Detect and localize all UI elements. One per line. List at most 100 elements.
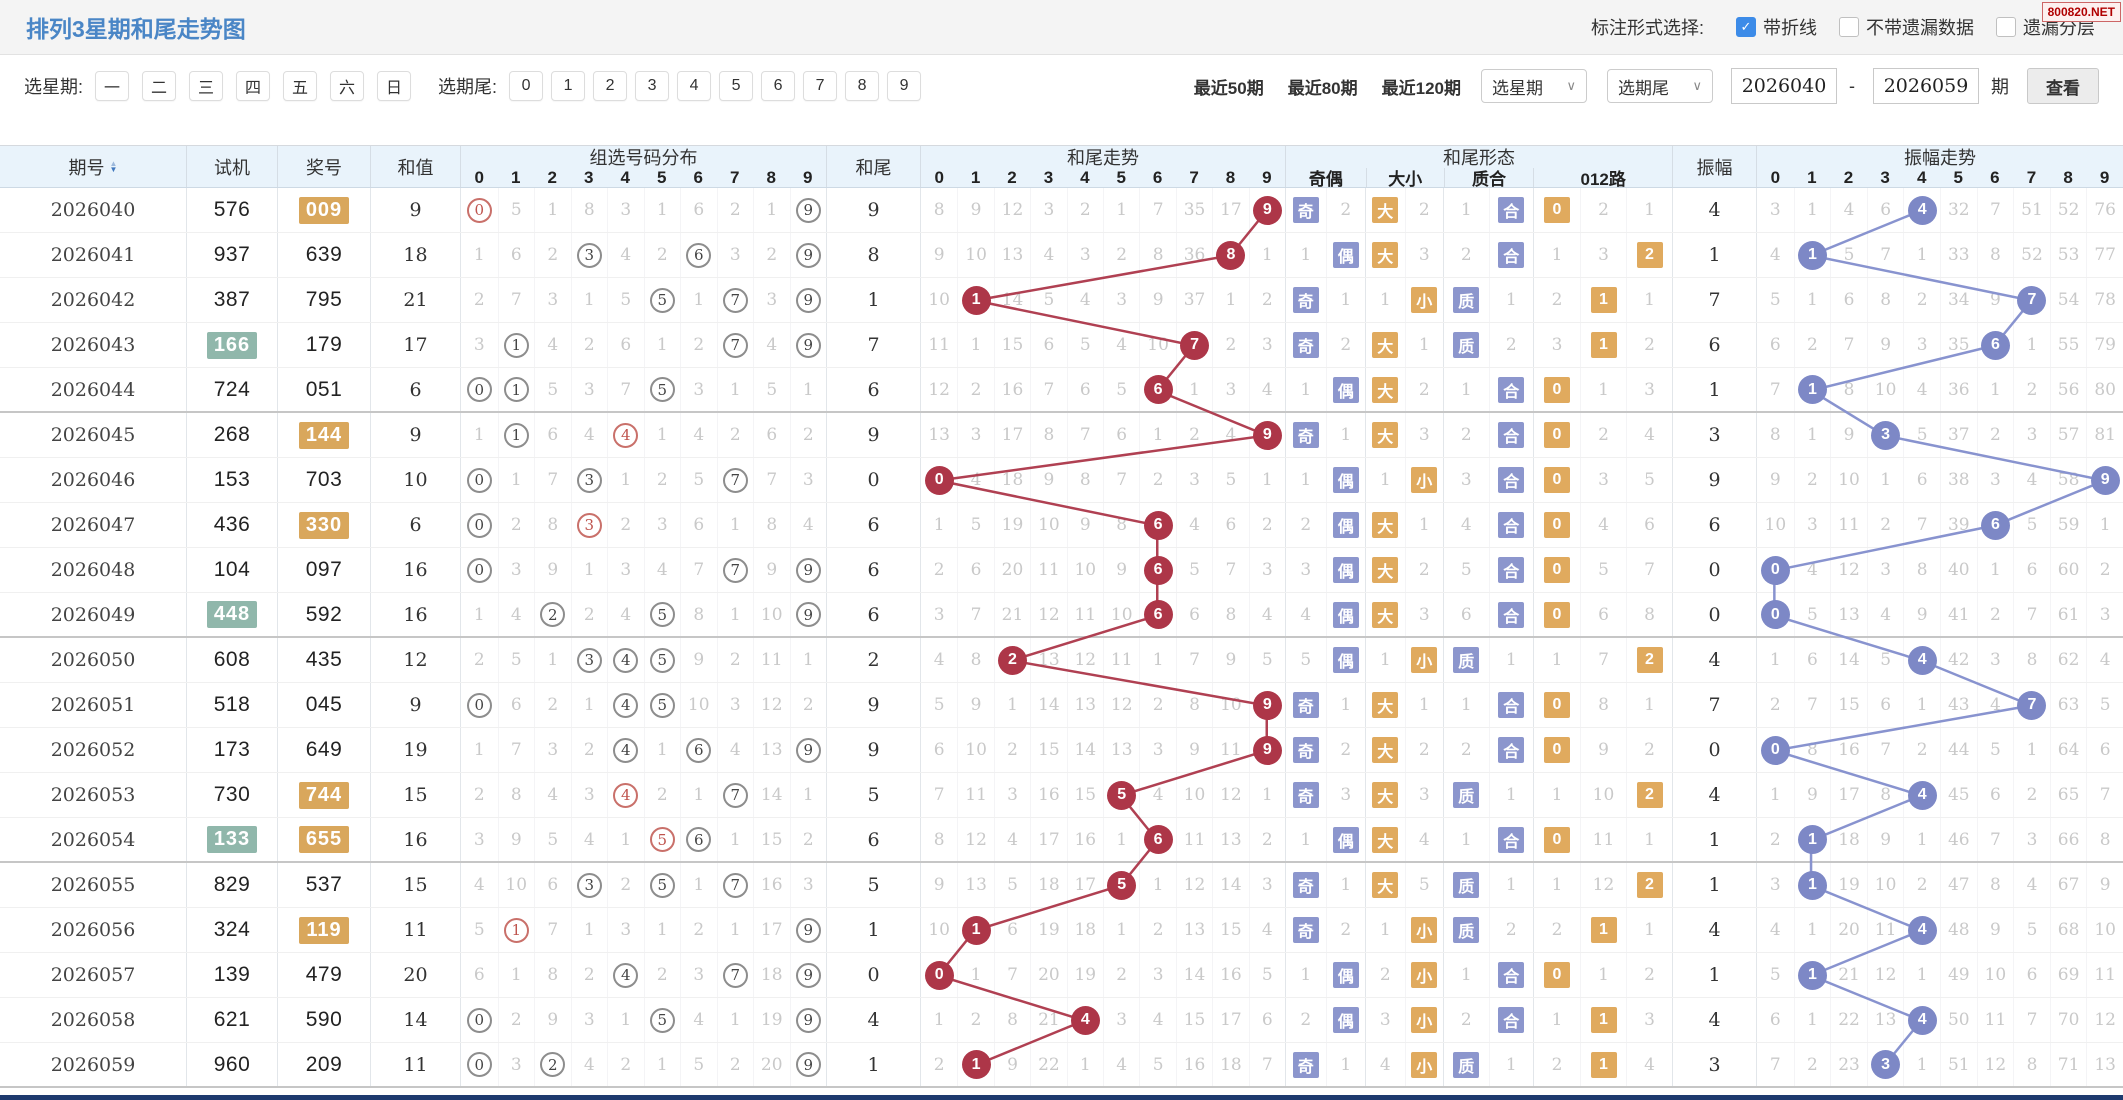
hit-ring: 7 — [722, 782, 748, 808]
tail-trend-cell: 17 — [1066, 863, 1103, 907]
tail-button-6[interactable]: 6 — [761, 71, 796, 101]
week-button-日[interactable]: 日 — [377, 71, 412, 101]
header-issue[interactable]: 期号 ▲ ▼ — [68, 157, 118, 178]
miss-count: 3 — [1418, 245, 1430, 265]
tail-button-9[interactable]: 9 — [887, 71, 922, 101]
prize-number: 590 — [305, 1008, 343, 1031]
amp-trend-cell: 8 — [1976, 863, 2014, 907]
miss-count: 1 — [1644, 200, 1655, 220]
tail-button-7[interactable]: 7 — [803, 71, 838, 101]
tail-button-4[interactable]: 4 — [677, 71, 712, 101]
miss-count: 9 — [1769, 470, 1781, 490]
dist-cell: 16 — [753, 863, 790, 907]
range-from-input[interactable] — [1731, 68, 1837, 104]
tail-trend-point: 5 — [1107, 870, 1137, 900]
amp-trend-cell: 2 — [1976, 413, 2014, 457]
prize-number: 703 — [305, 468, 343, 491]
miss-count: 40 — [1947, 560, 1970, 580]
dist-cell: 13 — [753, 728, 790, 772]
range-to-input[interactable] — [1873, 68, 1979, 104]
tail-button-0[interactable]: 0 — [509, 71, 544, 101]
miss-count: 2 — [2099, 560, 2111, 580]
tail-trend-cell: 5 — [1212, 458, 1248, 502]
recent-link-1[interactable]: 最近80期 — [1287, 78, 1358, 98]
miss-count: 20 — [1838, 920, 1860, 940]
checkbox-icon[interactable] — [1996, 17, 2016, 37]
mark-option-0[interactable]: ✓ 带折线 — [1736, 14, 1817, 40]
tail-trend-cell: 3 — [1139, 728, 1175, 772]
amp-trend-cell: 36 — [1940, 368, 1977, 411]
odd-even-cell: 1 — [1286, 953, 1326, 997]
week-button-五[interactable]: 五 — [283, 71, 318, 101]
dist-cell: 5 — [680, 458, 717, 502]
week-button-二[interactable]: 二 — [142, 71, 177, 101]
sum-value: 16 — [403, 603, 428, 626]
amp-trend-cell: 1 — [1793, 953, 1831, 997]
recent-link-0[interactable]: 最近50期 — [1193, 78, 1264, 98]
select-tail[interactable]: 选期尾 ∨ — [1607, 69, 1713, 103]
tail-trend-block: 1 5 19 10 9 8 6 4 6 2 — [920, 503, 1285, 547]
amplitude-value: 0 — [1708, 603, 1721, 626]
amplitude-value: 4 — [1708, 1009, 1721, 1031]
miss-count: 6 — [933, 740, 945, 760]
tail-trend-cell: 1 — [1103, 818, 1139, 861]
dist-cell: 7 — [534, 458, 571, 502]
sum-tail-value: 1 — [867, 919, 880, 941]
miss-count: 2 — [1460, 245, 1472, 265]
miss-count: 18 — [1838, 829, 1860, 850]
select-week[interactable]: 选星期 ∨ — [1481, 69, 1587, 103]
issue-cell: 2026040 — [0, 188, 186, 232]
miss-count: 66 — [2057, 829, 2080, 850]
big-small-cell: 3 — [1404, 233, 1444, 277]
miss-count: 7 — [1769, 379, 1781, 400]
miss-count: 1 — [1505, 1054, 1517, 1075]
tail-trend-cell: 9 — [957, 683, 993, 727]
recent-link-2[interactable]: 最近120期 — [1381, 78, 1461, 98]
checkbox-icon[interactable]: ✓ — [1736, 17, 1756, 37]
week-button-四[interactable]: 四 — [236, 71, 271, 101]
tail-button-1[interactable]: 1 — [551, 71, 586, 101]
week-button-六[interactable]: 六 — [330, 71, 365, 101]
dist-cell: 9 — [789, 323, 827, 367]
tail-trend-cell: 16 — [1030, 773, 1066, 817]
tail-trend-cell: 2 — [921, 548, 957, 592]
miss-count: 4 — [1379, 1054, 1391, 1075]
dist-cell: 1 — [643, 413, 681, 457]
tail-button-5[interactable]: 5 — [719, 71, 754, 101]
tail-trend-cell: 5 — [1175, 548, 1212, 592]
search-button[interactable]: 查看 — [2027, 68, 2099, 104]
amp-trend-cell: 1 — [1976, 368, 2014, 411]
week-button-一[interactable]: 一 — [95, 71, 130, 101]
dist-cell: 9 — [789, 188, 827, 232]
prize-cell: 537 — [277, 863, 370, 907]
sum-tail-cell: 6 — [826, 548, 920, 592]
tail-button-8[interactable]: 8 — [845, 71, 880, 101]
tail-trend-cell: 14 — [993, 278, 1030, 322]
amp-trend-block: 9 2 10 1 6 38 3 4 58 9 — [1756, 458, 2123, 502]
miss-count: 3 — [970, 425, 982, 445]
miss-count: 1 — [473, 245, 485, 265]
amp-trend-cell: 8 — [2013, 638, 2050, 682]
mark-option-2[interactable]: 遗漏分层 — [1996, 14, 2095, 40]
form-badge: 奇 — [1292, 917, 1319, 943]
miss-count: 41 — [1947, 604, 1970, 625]
amp-trend-cell: 12 — [1830, 548, 1867, 592]
week-button-三[interactable]: 三 — [189, 71, 224, 101]
miss-count: 2 — [1551, 1054, 1563, 1075]
dist-cell: 2 — [461, 773, 498, 817]
form-badge: 偶 — [1332, 962, 1359, 988]
tail-button-3[interactable]: 3 — [635, 71, 670, 101]
checkbox-icon[interactable] — [1839, 17, 1859, 37]
miss-count: 3 — [2099, 604, 2111, 625]
mark-option-1[interactable]: 不带遗漏数据 — [1839, 14, 1974, 40]
tail-button-2[interactable]: 2 — [593, 71, 628, 101]
sort-icon[interactable]: ▲ ▼ — [109, 158, 118, 174]
miss-count: 3 — [473, 829, 485, 850]
miss-count: 12 — [1220, 785, 1242, 805]
dist-cell: 7 — [753, 458, 790, 502]
